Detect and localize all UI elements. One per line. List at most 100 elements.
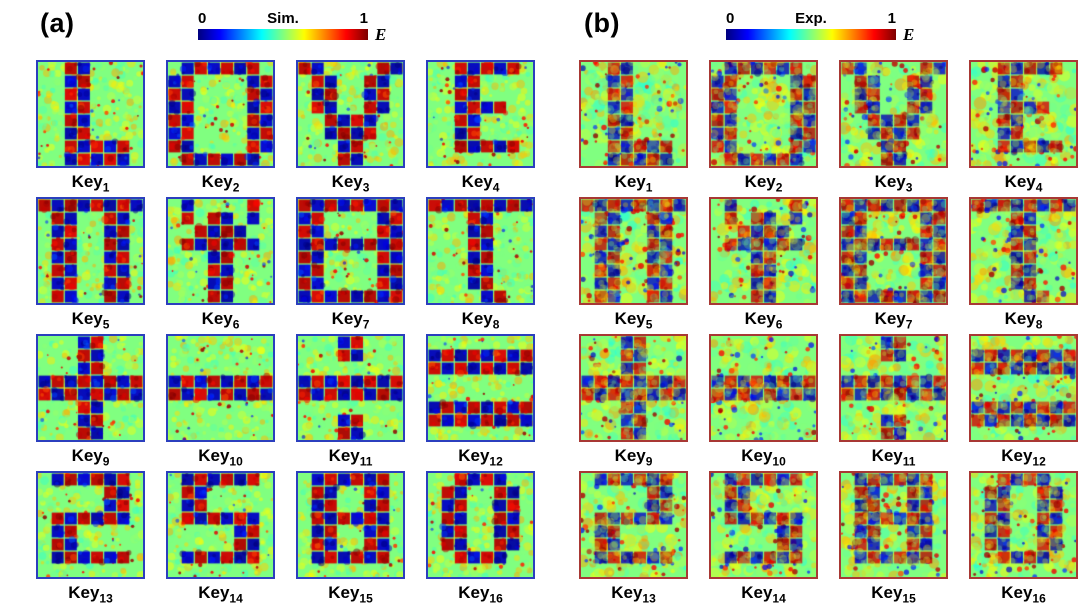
key-15-label-a: Key15	[328, 583, 373, 606]
colorbar-a-tick-max: 1	[359, 10, 368, 27]
key-14-figure-b: Key14	[709, 471, 818, 608]
key-2-figure-b: Key2	[709, 60, 818, 197]
colorbar-b: 0 Exp. 1 E	[726, 9, 926, 53]
key-2-label-a: Key2	[201, 172, 240, 195]
key-9-label-a: Key9	[71, 446, 110, 469]
key-13-figure-b: Key13	[579, 471, 688, 608]
key-4-figure-b: Key4	[969, 60, 1078, 197]
key-14-heatmap-b	[709, 471, 818, 579]
key-15-label-b: Key15	[871, 583, 916, 606]
key-16-label-a: Key16	[458, 583, 503, 606]
key-7-figure-b: Key7	[839, 197, 948, 334]
key-14-figure-a: Key14	[166, 471, 275, 608]
key-11-label-a: Key11	[328, 446, 373, 469]
colorbar-a: 0 Sim. 1 E	[198, 9, 398, 53]
key-1-heatmap-b	[579, 60, 688, 168]
key-6-heatmap-a	[166, 197, 275, 305]
key-2-heatmap-a	[166, 60, 275, 168]
colorbar-a-tick-min: 0	[198, 10, 207, 27]
key-13-figure-a: Key13	[36, 471, 145, 608]
key-3-label-b: Key3	[874, 172, 913, 195]
key-15-figure-a: Key15	[296, 471, 405, 608]
key-14-label-b: Key14	[741, 583, 786, 606]
key-1-label-b: Key1	[614, 172, 653, 195]
key-6-heatmap-b	[709, 197, 818, 305]
key-15-heatmap-a	[296, 471, 405, 579]
key-11-figure-a: Key11	[296, 334, 405, 471]
colorbar-gradient-b	[726, 29, 896, 40]
key-4-label-a: Key4	[461, 172, 500, 195]
key-7-heatmap-b	[839, 197, 948, 305]
key-1-heatmap-a	[36, 60, 145, 168]
key-5-figure-a: Key5	[36, 197, 145, 334]
key-3-figure-a: Key3	[296, 60, 405, 197]
key-16-heatmap-b	[969, 471, 1078, 579]
key-5-label-b: Key5	[614, 309, 653, 332]
colorbar-b-title: Exp.	[795, 10, 827, 27]
key-15-figure-b: Key15	[839, 471, 948, 608]
key-4-figure-a: Key4	[426, 60, 535, 197]
key-11-label-b: Key11	[871, 446, 916, 469]
panel-a-label: (a)	[40, 8, 75, 38]
key-11-heatmap-a	[296, 334, 405, 442]
key-6-label-b: Key6	[744, 309, 783, 332]
key-3-heatmap-a	[296, 60, 405, 168]
key-9-figure-a: Key9	[36, 334, 145, 471]
key-13-heatmap-b	[579, 471, 688, 579]
key-12-label-a: Key12	[458, 446, 503, 469]
key-12-figure-b: Key12	[969, 334, 1078, 471]
key-5-heatmap-a	[36, 197, 145, 305]
key-6-label-a: Key6	[201, 309, 240, 332]
key-12-figure-a: Key12	[426, 334, 535, 471]
key-8-figure-a: Key8	[426, 197, 535, 334]
key-6-figure-b: Key6	[709, 197, 818, 334]
key-13-heatmap-a	[36, 471, 145, 579]
key-8-figure-b: Key8	[969, 197, 1078, 334]
key-5-figure-b: Key5	[579, 197, 688, 334]
keys-grid-a: Key1 Key2 Key3 Key4 Key5 Key6 Key7 Key8 Key9 Key1…	[36, 60, 535, 608]
key-1-label-a: Key1	[71, 172, 110, 195]
key-10-heatmap-b	[709, 334, 818, 442]
key-3-heatmap-b	[839, 60, 948, 168]
key-5-label-a: Key5	[71, 309, 110, 332]
colorbar-gradient-a	[198, 29, 368, 40]
key-11-heatmap-b	[839, 334, 948, 442]
key-9-heatmap-a	[36, 334, 145, 442]
key-10-heatmap-a	[166, 334, 275, 442]
key-5-heatmap-b	[579, 197, 688, 305]
key-7-label-b: Key7	[874, 309, 913, 332]
key-16-figure-b: Key16	[969, 471, 1078, 608]
panel-a: (a) 0 Sim. 1 E Key1 Key2 Key3 Key4 Key5 Key6 K…	[36, 8, 535, 608]
key-8-label-b: Key8	[1004, 309, 1043, 332]
key-7-heatmap-a	[296, 197, 405, 305]
key-16-figure-a: Key16	[426, 471, 535, 608]
colorbar-b-axis-label: E	[903, 25, 915, 44]
key-3-figure-b: Key3	[839, 60, 948, 197]
key-12-heatmap-b	[969, 334, 1078, 442]
key-2-label-b: Key2	[744, 172, 783, 195]
key-6-figure-a: Key6	[166, 197, 275, 334]
key-10-figure-a: Key10	[166, 334, 275, 471]
key-9-heatmap-b	[579, 334, 688, 442]
key-7-label-a: Key7	[331, 309, 370, 332]
key-1-figure-b: Key1	[579, 60, 688, 197]
key-15-heatmap-b	[839, 471, 948, 579]
key-1-figure-a: Key1	[36, 60, 145, 197]
key-13-label-b: Key13	[611, 583, 656, 606]
key-10-figure-b: Key10	[709, 334, 818, 471]
key-16-heatmap-a	[426, 471, 535, 579]
key-8-label-a: Key8	[461, 309, 500, 332]
key-3-label-a: Key3	[331, 172, 370, 195]
key-14-heatmap-a	[166, 471, 275, 579]
key-8-heatmap-b	[969, 197, 1078, 305]
key-11-figure-b: Key11	[839, 334, 948, 471]
colorbar-a-axis-label: E	[375, 25, 387, 44]
colorbar-a-title: Sim.	[267, 10, 299, 27]
key-10-label-b: Key10	[741, 446, 786, 469]
key-14-label-a: Key14	[198, 583, 243, 606]
key-7-figure-a: Key7	[296, 197, 405, 334]
key-4-label-b: Key4	[1004, 172, 1043, 195]
key-8-heatmap-a	[426, 197, 535, 305]
colorbar-a-ticks: 0 Sim. 1	[198, 9, 368, 27]
key-10-label-a: Key10	[198, 446, 243, 469]
